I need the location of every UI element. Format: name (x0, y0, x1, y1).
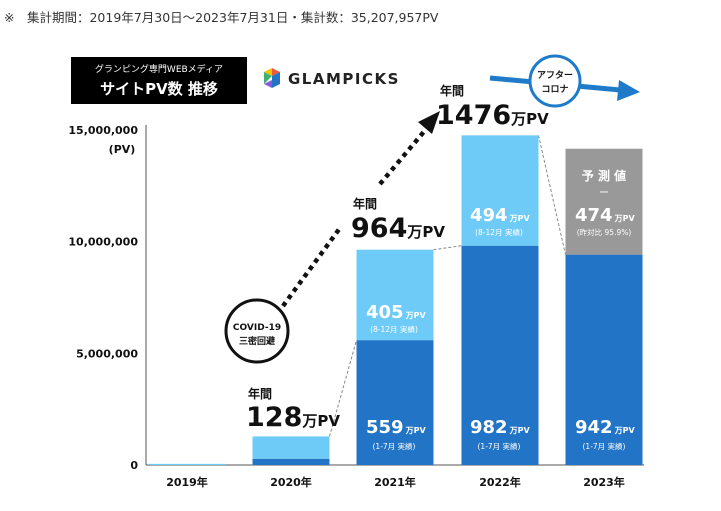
segment-sub: (昨対比 95.9%) (577, 227, 632, 237)
segment-value: 494 (470, 205, 508, 226)
segment-unit: 万PV (509, 426, 531, 435)
forecast-label-2023: 予 測 値 ー 474 万PV (昨対比 95.9%) (575, 168, 635, 237)
segment-sub: (1-7月 実績) (583, 441, 626, 451)
glampicks-logo-icon (264, 68, 280, 88)
segment-label-2021-late: 405 万PV (8-12月 実績) (366, 302, 426, 334)
bar-segment-early (461, 245, 539, 465)
bar-segment-late (148, 463, 226, 465)
after-corona-annotation: アフター コロナ (528, 54, 582, 108)
bar-segment-early (565, 254, 643, 465)
segment-label-2022-early: 982 万PV (1-7月 実績) (470, 417, 530, 451)
svg-text:128万PV: 128万PV (246, 402, 340, 433)
segment-label-2022-late: 494 万PV (8-12月 実績) (470, 205, 530, 237)
segment-value: 474 (575, 205, 613, 226)
annual-total-prefix: 年間 (248, 386, 272, 401)
segment-unit: 万PV (405, 426, 427, 435)
segment-value: 559 (366, 417, 404, 438)
after-line1: アフター (537, 69, 573, 81)
forecast-dash: ー (599, 188, 609, 199)
segment-sub: (1-7月 実績) (478, 441, 521, 451)
y-tick-label: 5,000,000 (76, 347, 138, 360)
segment-unit: 万PV (405, 311, 427, 320)
title-box (71, 57, 247, 104)
segment-label-2021-early: 559 万PV (1-7月 実績) (366, 417, 426, 451)
bar-segment-late (461, 135, 539, 246)
x-tick-label: 2021年 (374, 475, 416, 489)
segment-value: 942 (575, 417, 613, 438)
x-tick-label: 2023年 (583, 475, 625, 489)
after-corona-circle-icon (528, 54, 582, 108)
annual-total-value: 1476 (436, 100, 511, 131)
bar-connector-line (329, 340, 357, 437)
annual-total-prefix: 年間 (353, 196, 377, 211)
bar-segment-early (252, 458, 330, 465)
bar-segment-late (252, 436, 330, 459)
covid-line1: COVID-19 (233, 323, 281, 333)
segment-sub: (1-7月 実績) (373, 441, 416, 451)
segment-sub: (8-12月 実績) (475, 227, 523, 237)
annual-total-value: 964 (351, 213, 407, 244)
growth-arrow-icon (281, 111, 440, 308)
x-tick-label: 2020年 (270, 475, 312, 489)
annual-total-unit: 万PV (510, 110, 549, 128)
y-tick-label: 15,000,000 (68, 124, 138, 137)
covid-circle-icon (224, 298, 290, 364)
annual-total-value: 128 (246, 402, 302, 433)
x-tick-label: 2022年 (479, 475, 521, 489)
annual-total-2021: 年間 964万PV (351, 196, 445, 244)
bar-segment-forecast (565, 148, 643, 255)
covid-annotation: COVID-19 三密回避 (224, 298, 290, 364)
segment-sub: (8-12月 実績) (370, 324, 418, 334)
bar-connector-line (433, 245, 462, 251)
segment-unit: 万PV (509, 214, 531, 223)
bar-connector-line (538, 135, 566, 255)
bar-segment-late (356, 249, 434, 341)
title-line1: グランピング専門WEBメディア (95, 63, 223, 75)
segment-unit: 万PV (614, 426, 636, 435)
segment-label-2023-early: 942 万PV (1-7月 実績) (575, 417, 635, 451)
covid-line2: 三密回避 (239, 335, 276, 347)
segment-value: 982 (470, 417, 508, 438)
brand-name: GLAMPICKS (288, 70, 400, 88)
y-tick-label: 0 (130, 459, 138, 472)
bar-segment-early (356, 340, 434, 465)
after-line2: コロナ (541, 84, 568, 95)
annual-total-2022: 年間 1476万PV (436, 83, 549, 131)
y-tick-label: 10,000,000 (68, 236, 138, 249)
segment-value: 405 (366, 302, 404, 323)
x-tick-label: 2019年 (166, 475, 208, 489)
annual-total-unit: 万PV (301, 412, 340, 430)
annual-total-prefix: 年間 (440, 83, 464, 98)
period-note: ※ 集計期間：2019年7月30日〜2023年7月31日・集計数：35,207,… (4, 10, 439, 25)
svg-text:1476万PV: 1476万PV (436, 100, 549, 131)
svg-text:964万PV: 964万PV (351, 213, 445, 244)
forecast-title: 予 測 値 (582, 168, 626, 183)
annual-total-unit: 万PV (406, 223, 445, 241)
annual-total-2020: 年間 128万PV (246, 386, 340, 433)
segment-unit: 万PV (614, 214, 636, 223)
title-line2: サイトPV数 推移 (100, 80, 218, 98)
y-axis-unit: (PV) (109, 143, 136, 156)
